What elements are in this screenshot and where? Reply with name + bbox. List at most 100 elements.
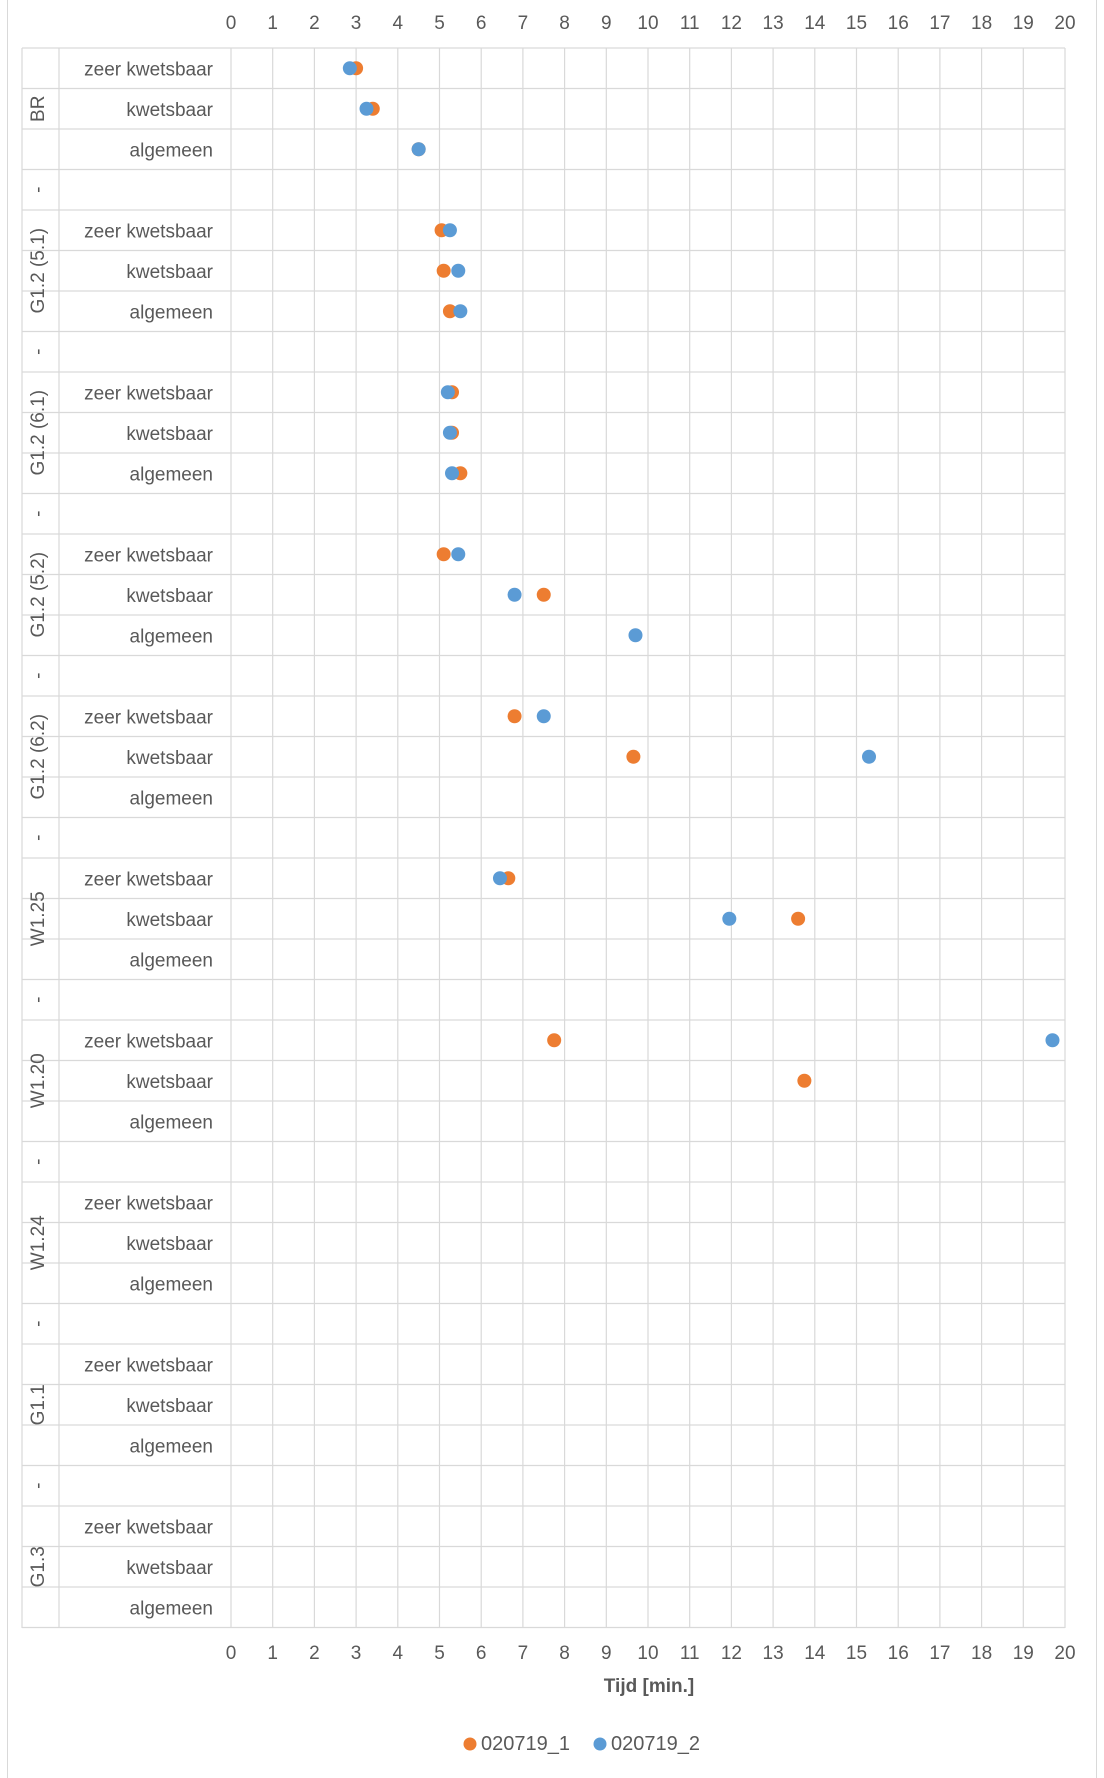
x-tick-label-top: 15 <box>846 13 867 34</box>
x-tick-label-bottom: 18 <box>971 1643 992 1664</box>
x-tick-label-bottom: 3 <box>351 1643 362 1664</box>
legend-label: 020719_2 <box>611 1733 700 1755</box>
data-point-020719_2 <box>628 628 643 643</box>
x-tick-label-bottom: 15 <box>846 1643 867 1664</box>
separator-label: - <box>28 187 49 193</box>
data-point-020719_2 <box>862 749 877 764</box>
data-points <box>342 61 1060 1088</box>
data-point-020719_1 <box>626 749 641 764</box>
x-tick-label-bottom: 12 <box>721 1643 742 1664</box>
grid-layer <box>21 47 1066 1629</box>
category-label: kwetsbaar <box>126 1072 213 1093</box>
data-point-020719_2 <box>453 304 468 319</box>
data-point-020719_1 <box>436 263 451 278</box>
category-label: zeer kwetsbaar <box>84 1031 214 1052</box>
category-label: algemeen <box>130 302 213 323</box>
data-point-020719_1 <box>791 911 806 926</box>
x-tick-label-bottom: 11 <box>680 1643 700 1664</box>
x-tick-label-top: 12 <box>721 13 742 34</box>
x-tick-label-bottom: 5 <box>434 1643 445 1664</box>
data-point-020719_2 <box>440 385 455 400</box>
category-label: zeer kwetsbaar <box>84 1517 214 1538</box>
legend-label: 020719_1 <box>481 1733 570 1755</box>
category-label: algemeen <box>130 464 213 485</box>
separator-label: - <box>28 673 49 679</box>
x-tick-label-top: 6 <box>476 13 487 34</box>
separator-label: - <box>28 997 49 1003</box>
category-label: zeer kwetsbaar <box>84 545 214 566</box>
category-label: algemeen <box>130 950 213 971</box>
x-tick-label-top: 10 <box>637 13 658 34</box>
separator-label: - <box>28 1159 49 1165</box>
category-labels: zeer kwetsbaar kwetsbaar algemeen BR - zeer k… <box>28 59 214 1619</box>
data-point-020719_2 <box>1045 1033 1060 1048</box>
group-label: G1.1 <box>28 1384 49 1425</box>
x-tick-label-top: 5 <box>434 13 445 34</box>
data-point-020719_2 <box>722 911 737 926</box>
data-point-020719_1 <box>797 1073 812 1088</box>
category-label: zeer kwetsbaar <box>84 59 214 80</box>
x-tick-label-top: 0 <box>226 13 237 34</box>
data-point-020719_1 <box>442 304 457 319</box>
category-label: zeer kwetsbaar <box>84 221 214 242</box>
x-tick-label-bottom: 19 <box>1013 1643 1034 1664</box>
category-label: zeer kwetsbaar <box>84 1355 214 1376</box>
group-label: G1.2 (6.1) <box>28 390 49 476</box>
x-tick-label-top: 8 <box>559 13 570 34</box>
data-point-020719_1 <box>547 1033 562 1048</box>
group-label: W1.24 <box>28 1215 49 1270</box>
data-point-020719_1 <box>536 587 551 602</box>
legend-marker <box>593 1737 607 1751</box>
category-label: zeer kwetsbaar <box>84 707 214 728</box>
x-tick-label-bottom: 16 <box>888 1643 909 1664</box>
group-label: G1.2 (5.1) <box>28 228 49 314</box>
x-tick-label-bottom: 20 <box>1054 1643 1075 1664</box>
separator-label: - <box>28 835 49 841</box>
category-label: kwetsbaar <box>126 586 213 607</box>
x-tick-label-top: 2 <box>309 13 320 34</box>
x-tick-label-top: 4 <box>393 13 404 34</box>
x-tick-label-bottom: 10 <box>637 1643 658 1664</box>
x-tick-label-bottom: 4 <box>393 1643 404 1664</box>
x-tick-label-bottom: 1 <box>267 1643 278 1664</box>
data-point-020719_2 <box>507 587 522 602</box>
x-tick-label-top: 9 <box>601 13 612 34</box>
group-label: W1.25 <box>28 891 49 946</box>
group-label: W1.20 <box>28 1053 49 1108</box>
x-tick-label-bottom: 7 <box>518 1643 529 1664</box>
x-tick-label-bottom: 2 <box>309 1643 320 1664</box>
x-tick-label-top: 14 <box>804 13 826 34</box>
data-point-020719_2 <box>411 142 426 157</box>
scatter-chart: zeer kwetsbaar kwetsbaar algemeen BR - zeer k… <box>21 13 1076 1755</box>
x-tick-label-bottom: 6 <box>476 1643 487 1664</box>
group-label: BR <box>28 96 49 122</box>
category-label: algemeen <box>130 788 213 809</box>
x-tick-label-top: 7 <box>518 13 529 34</box>
x-tick-label-top: 3 <box>351 13 362 34</box>
axis-ticks: 0011223344556677889910101111121213131414… <box>226 13 1076 1664</box>
x-tick-label-top: 16 <box>888 13 909 34</box>
chart-frame: zeer kwetsbaar kwetsbaar algemeen BR - zeer k… <box>7 0 1097 1778</box>
separator-label: - <box>28 1483 49 1489</box>
x-tick-label-top: 11 <box>680 13 700 34</box>
x-tick-label-top: 19 <box>1013 13 1034 34</box>
data-point-020719_2 <box>492 871 507 886</box>
data-point-020719_2 <box>451 263 466 278</box>
category-label: algemeen <box>130 1274 213 1295</box>
x-tick-label-top: 1 <box>267 13 278 34</box>
data-point-020719_1 <box>507 709 522 724</box>
data-point-020719_2 <box>342 61 357 76</box>
legend-marker <box>463 1737 477 1751</box>
category-label: algemeen <box>130 1598 213 1619</box>
x-tick-label-top: 20 <box>1054 13 1075 34</box>
legend: 020719_1 020719_2 <box>463 1733 700 1755</box>
category-label: algemeen <box>130 1112 213 1133</box>
data-point-020719_1 <box>436 547 451 562</box>
group-label: G1.3 <box>28 1546 49 1587</box>
category-label: kwetsbaar <box>126 1396 213 1417</box>
category-label: algemeen <box>130 1436 213 1457</box>
separator-label: - <box>28 349 49 355</box>
data-point-020719_2 <box>451 547 466 562</box>
category-label: zeer kwetsbaar <box>84 383 214 404</box>
x-tick-label-top: 13 <box>763 13 784 34</box>
